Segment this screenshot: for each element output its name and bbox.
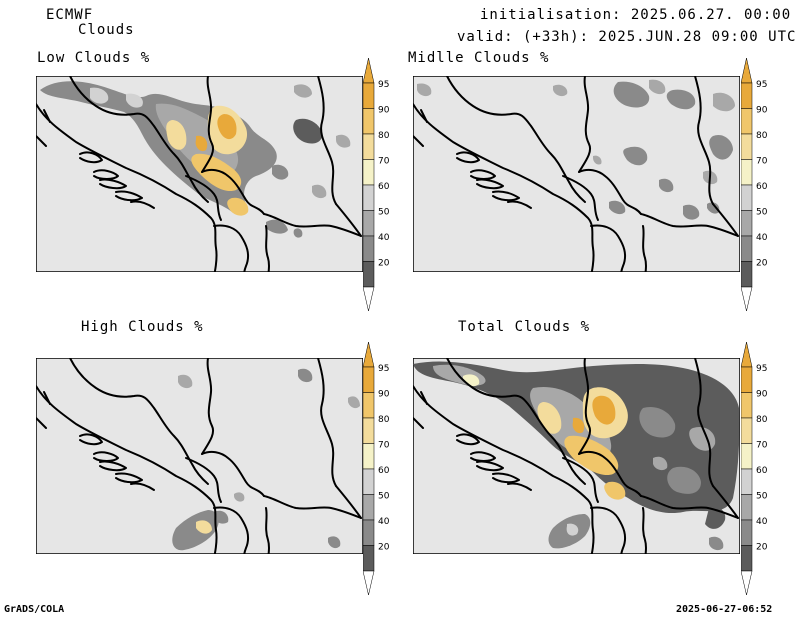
colorbar-tick-label: 50	[756, 208, 768, 218]
colorbar-tick-label: 70	[756, 157, 768, 167]
colorbar-bottom-arrow	[740, 570, 753, 596]
colorbar-tick-label: 80	[378, 131, 390, 141]
colorbar-segment	[740, 82, 753, 109]
colorbar-segment	[362, 108, 375, 135]
colorbar-segment	[740, 133, 753, 160]
colorbar-tick-label: 40	[378, 517, 390, 527]
colorbar-top-arrow	[362, 57, 375, 84]
colorbar-tick-label: 80	[756, 415, 768, 425]
colorbar-segment	[362, 392, 375, 419]
colorbar-tick-label: 40	[756, 233, 768, 243]
colorbar-tick-label: 20	[378, 543, 390, 553]
colorbar-tick-label: 70	[378, 157, 390, 167]
colorbar-tick-label: 50	[378, 492, 390, 502]
colorbar-high: 95 90 80 70 60 50 40 20	[362, 341, 403, 600]
colorbar-bottom-arrow	[362, 286, 375, 312]
low-clouds-title: Low Clouds %	[37, 50, 151, 66]
colorbar-tick-label: 50	[378, 208, 390, 218]
high-clouds-title: High Clouds %	[81, 319, 204, 335]
total-clouds-title: Total Clouds %	[458, 319, 591, 335]
colorbar-segment	[740, 366, 753, 393]
colorbar-segment	[740, 210, 753, 237]
middle-clouds-title: Midlle Clouds %	[408, 50, 550, 66]
colorbar-segment	[740, 494, 753, 521]
colorbar-tick-label: 80	[378, 415, 390, 425]
colorbar-segment	[362, 261, 375, 288]
colorbar-segment	[740, 159, 753, 186]
colorbar-top-arrow	[740, 57, 753, 84]
colorbar-tick-label: 95	[756, 364, 767, 374]
colorbar-tick-label: 20	[756, 259, 768, 269]
colorbar-svg: 95 90 80 70 60 50 40 20	[362, 57, 390, 312]
colorbar-tick-label: 80	[756, 131, 768, 141]
colorbar-svg: 95 90 80 70 60 50 40 20	[740, 341, 768, 596]
colorbar-segment	[362, 494, 375, 521]
high-cloud-field	[172, 368, 360, 551]
colorbar-tick-label: 40	[378, 233, 390, 243]
footer-timestamp: 2025-06-27-06:52	[676, 604, 773, 615]
colorbar-segment	[362, 184, 375, 211]
colorbar-segment	[740, 519, 753, 546]
colorbar-segment	[362, 133, 375, 160]
colorbar-tick-label: 95	[378, 80, 389, 90]
colorbar-top-arrow	[362, 341, 375, 368]
colorbar-segment	[740, 108, 753, 135]
colorbar-svg: 95 90 80 70 60 50 40 20	[362, 341, 390, 596]
colorbar-low: 95 90 80 70 60 50 40 20	[362, 57, 403, 316]
valid-time: valid: (+33h): 2025.JUN.28 09:00 UTC	[457, 29, 797, 45]
colorbar-segment	[362, 366, 375, 393]
colorbar-segment	[740, 443, 753, 470]
colorbar-bottom-arrow	[362, 570, 375, 596]
colorbar-top-arrow	[740, 341, 753, 368]
colorbar-tick-label: 60	[378, 182, 390, 192]
colorbar-segment	[740, 261, 753, 288]
colorbar-segment	[362, 468, 375, 495]
colorbar-segment	[362, 235, 375, 262]
colorbar-segment	[362, 159, 375, 186]
total-clouds-map	[413, 358, 740, 554]
colorbar-tick-label: 90	[756, 390, 768, 400]
colorbar-total: 95 90 80 70 60 50 40 20	[740, 341, 781, 600]
field-name: Clouds	[78, 22, 135, 38]
colorbar-segment	[362, 443, 375, 470]
middle-cloud-field	[417, 79, 735, 220]
colorbar-tick-label: 20	[756, 543, 768, 553]
colorbar-tick-label: 95	[756, 80, 767, 90]
low-clouds-map	[36, 76, 363, 272]
colorbar-tick-label: 95	[378, 364, 389, 374]
model-name: ECMWF	[46, 7, 94, 23]
colorbar-segment	[740, 235, 753, 262]
colorbar-tick-label: 20	[378, 259, 390, 269]
low-cloud-field	[40, 81, 351, 238]
colorbar-tick-label: 60	[756, 182, 768, 192]
colorbar-segment	[740, 468, 753, 495]
colorbar-tick-label: 90	[378, 106, 390, 116]
colorbar-tick-label: 50	[756, 492, 768, 502]
high-clouds-map	[36, 358, 363, 554]
colorbar-segment	[362, 417, 375, 444]
colorbar-segment	[362, 82, 375, 109]
total-cloud-field	[413, 361, 740, 551]
colorbar-tick-label: 90	[756, 106, 768, 116]
colorbar-middle: 95 90 80 70 60 50 40 20	[740, 57, 781, 316]
colorbar-segment	[740, 545, 753, 572]
colorbar-tick-label: 60	[756, 466, 768, 476]
colorbar-bottom-arrow	[740, 286, 753, 312]
colorbar-tick-label: 70	[378, 441, 390, 451]
colorbar-segment	[740, 417, 753, 444]
colorbar-segment	[362, 210, 375, 237]
colorbar-tick-label: 70	[756, 441, 768, 451]
colorbar-segment	[362, 545, 375, 572]
colorbar-svg: 95 90 80 70 60 50 40 20	[740, 57, 768, 312]
colorbar-segment	[740, 184, 753, 211]
footer-software: GrADS/COLA	[4, 604, 65, 615]
colorbar-tick-label: 90	[378, 390, 390, 400]
colorbar-segment	[362, 519, 375, 546]
colorbar-tick-label: 60	[378, 466, 390, 476]
colorbar-segment	[740, 392, 753, 419]
colorbar-tick-label: 40	[756, 517, 768, 527]
init-time: initialisation: 2025.06.27. 00:00 UTC	[480, 7, 800, 23]
middle-clouds-map	[413, 76, 740, 272]
